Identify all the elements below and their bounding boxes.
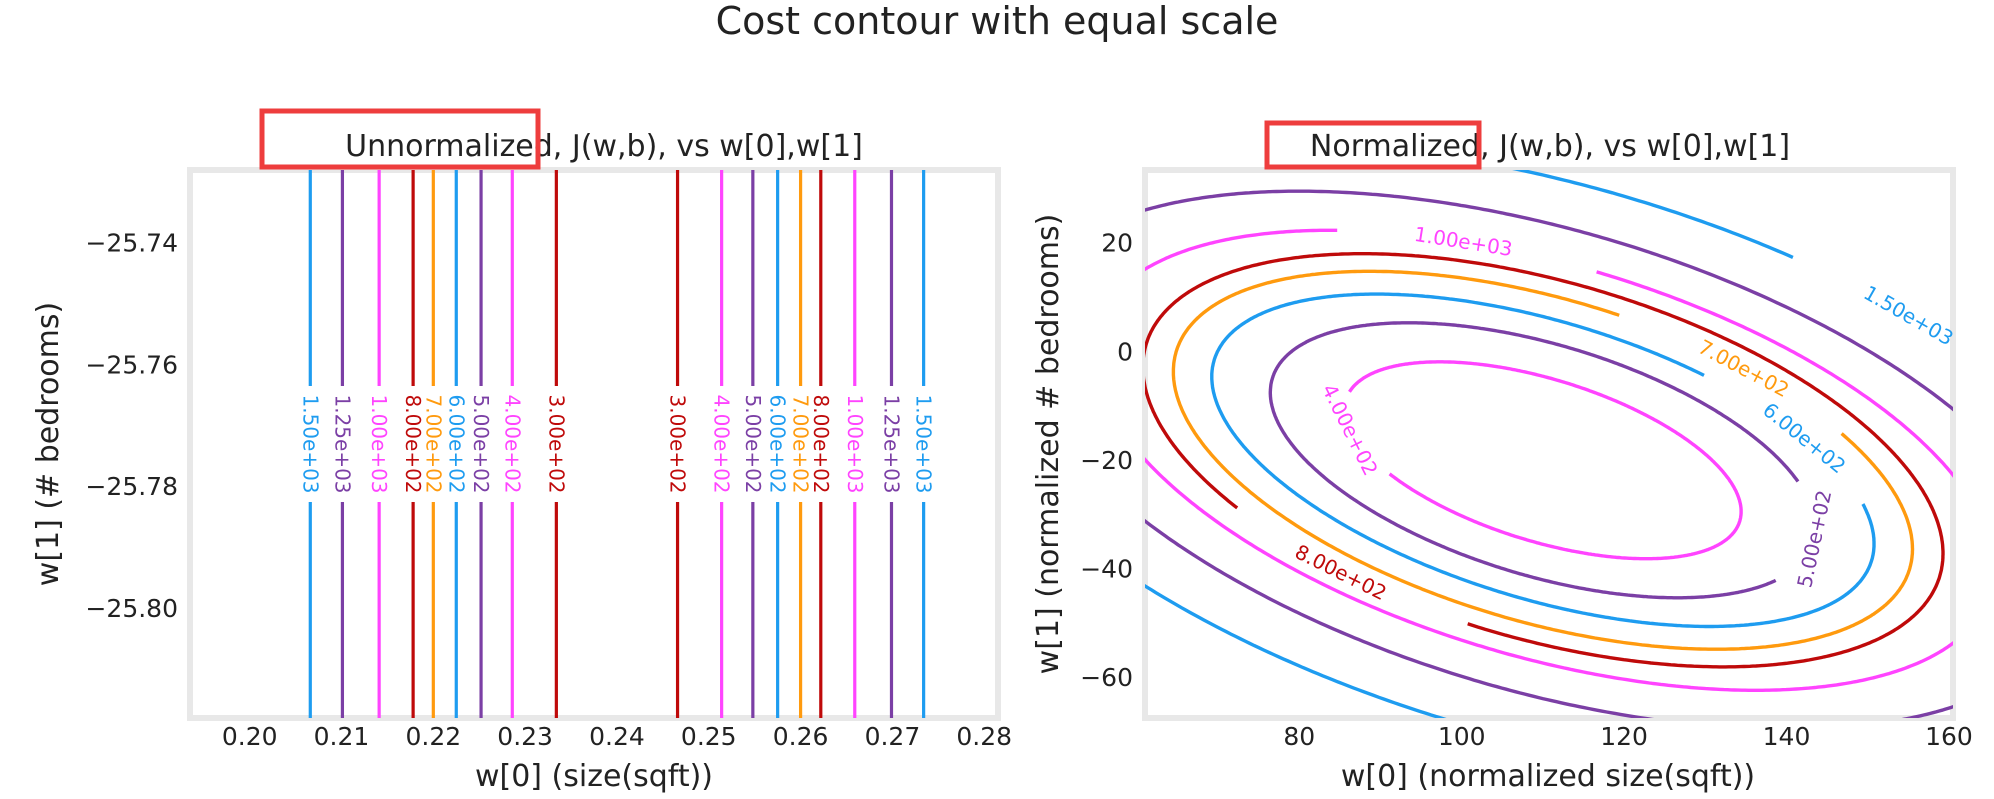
right-xtick-label: 160	[1925, 722, 1973, 751]
right-ylabel: w[1] (normalized # bedrooms)	[1031, 214, 1066, 675]
left-ytick-label: −25.76	[85, 350, 178, 379]
contour-label-left-11: 5.00e+02	[741, 394, 765, 493]
left-contour-lines	[308, 170, 926, 718]
right-ytick-label: 20	[1101, 229, 1133, 258]
contour-ellipse-5.00e+02	[1268, 321, 1800, 600]
contour-ellipse-8.00e+02	[1145, 252, 1945, 669]
left-title-rest: J(w,b), vs w[0],w[1]	[562, 129, 863, 164]
left-contour-labels: 1.50e+03 1.25e+03 1.00e+03 8.00e+027.00e+02…	[298, 394, 935, 493]
left-xtick-label: 0.28	[956, 722, 1012, 751]
contour-label-left-6: 5.00e+02	[469, 394, 493, 493]
left-ylabel: w[1] (# bedrooms)	[31, 302, 66, 586]
right-panel: 4.00e+025.00e+026.00e+027.00e+028.00e+02…	[1031, 120, 1973, 794]
right-panel-title: Normalized, J(w,b), vs w[0],w[1]	[1310, 129, 1790, 164]
contour-label-left-16: 1.25e+03	[879, 394, 903, 493]
right-title-rest: J(w,b), vs w[0],w[1]	[1490, 129, 1791, 164]
left-ytick-label: −25.74	[85, 229, 178, 258]
figure-suptitle: Cost contour with equal scale	[716, 0, 1279, 43]
right-ytick-label: −20	[1080, 446, 1133, 475]
contour-ellipse-1.50e+03	[1145, 170, 1794, 718]
contour-label-left-9: 3.00e+02	[666, 394, 690, 493]
left-plot-frame	[187, 167, 1001, 721]
contour-label-left-0: 1.50e+03	[298, 394, 322, 493]
contour-ellipse-7.00e+02	[1171, 269, 1915, 651]
contour-label-left-1: 1.25e+03	[330, 394, 354, 493]
contour-label-left-12: 6.00e+02	[766, 394, 790, 493]
contour-label-left-14: 8.00e+02	[809, 394, 833, 493]
contour-label-left-17: 1.50e+03	[912, 394, 936, 493]
contour-label-left-4: 7.00e+02	[421, 394, 445, 493]
left-xtick-label: 0.26	[773, 722, 829, 751]
left-xlabel: w[0] (size(sqft))	[475, 759, 713, 794]
right-title-highlight-box	[1264, 120, 1482, 170]
left-title-highlight: Unnormalized,	[345, 129, 562, 164]
right-title-highlight: Normalized,	[1310, 129, 1490, 164]
right-ytick-label: −40	[1080, 554, 1133, 583]
contour-label-left-7: 4.00e+02	[500, 394, 524, 493]
right-xlabel: w[0] (normalized size(sqft))	[1341, 759, 1755, 794]
contour-label-left-3: 8.00e+02	[401, 394, 425, 493]
left-xtick-label: 0.20	[222, 722, 278, 751]
right-xtick-label: 140	[1763, 722, 1811, 751]
contour-ellipse-4.00e+02	[1348, 360, 1743, 561]
left-panel: 1.50e+03 1.25e+03 1.00e+03 8.00e+027.00e+02…	[31, 108, 1012, 794]
contour-label-left-2: 1.00e+03	[367, 394, 391, 493]
contour-ellipse-6.00e+02	[1210, 292, 1876, 629]
left-panel-title: Unnormalized, J(w,b), vs w[0],w[1]	[345, 129, 863, 164]
contour-label-left-13: 7.00e+02	[789, 394, 813, 493]
left-title-highlight-box	[259, 108, 541, 170]
left-xtick-label: 0.22	[405, 722, 461, 751]
contour-label-left-10: 4.00e+02	[710, 394, 734, 493]
right-ticks: 80 100 120 140 160 20 0 −20 −40 −60	[1080, 229, 1973, 751]
contour-label-left-5: 6.00e+02	[444, 394, 468, 493]
right-ytick-label: 0	[1117, 337, 1133, 366]
right-xtick-label: 120	[1600, 722, 1648, 751]
left-xtick-label: 0.25	[681, 722, 737, 751]
contour-label-left-15: 1.00e+03	[843, 394, 867, 493]
left-ytick-label: −25.80	[85, 594, 178, 623]
right-xtick-label: 100	[1438, 722, 1486, 751]
left-xtick-label: 0.24	[589, 722, 645, 751]
right-ytick-label: −60	[1080, 663, 1133, 692]
contour-ellipse-1.00e+03	[1145, 228, 1953, 692]
right-xtick-label: 80	[1283, 722, 1315, 751]
left-xtick-label: 0.21	[314, 722, 370, 751]
left-ticks: 0.20 0.21 0.22 0.23 0.24 0.25 0.26 0.27 0.28 −25.…	[85, 229, 1012, 751]
left-xtick-label: 0.23	[497, 722, 553, 751]
right-contour-lines	[1145, 170, 1953, 718]
contour-ellipse-1.25e+03	[1145, 189, 1953, 718]
left-xtick-label: 0.27	[865, 722, 921, 751]
left-ytick-label: −25.78	[85, 472, 178, 501]
contour-label-left-8: 3.00e+02	[544, 394, 568, 493]
